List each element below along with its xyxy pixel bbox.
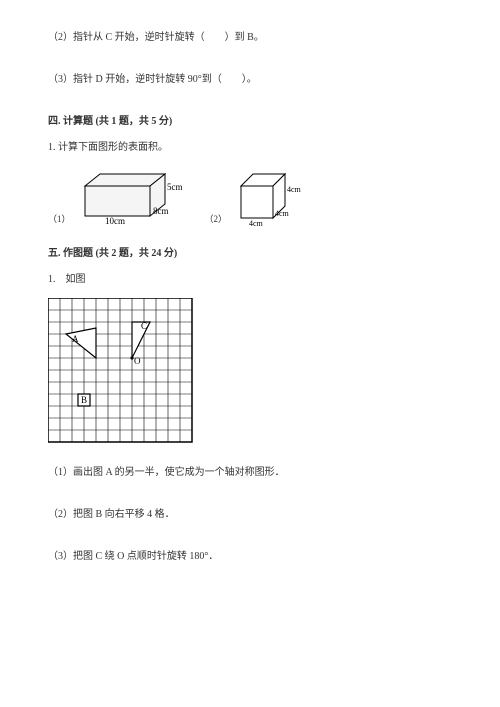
svg-text:A: A bbox=[72, 334, 79, 344]
question-2: （2）指针从 C 开始，逆时针旋转（ ）到 B。 bbox=[48, 30, 452, 46]
svg-text:8cm: 8cm bbox=[153, 206, 169, 216]
section-4-title: 四. 计算题 (共 1 题，共 5 分) bbox=[48, 114, 452, 130]
svg-text:4cm: 4cm bbox=[275, 209, 290, 218]
grid-figure: A B C O bbox=[48, 298, 193, 443]
figures-row: （1） 5cm 8cm 10cm （2） 4cm bbox=[48, 166, 452, 226]
svg-text:B: B bbox=[81, 395, 87, 405]
svg-text:O: O bbox=[134, 356, 141, 366]
cube-icon: 4cm 4cm 4cm bbox=[231, 166, 303, 226]
sub-q1: （1）画出图 A 的另一半，使它成为一个轴对称图形． bbox=[48, 465, 452, 481]
page: （2）指针从 C 开始，逆时针旋转（ ）到 B。 （3）指针 D 开始，逆时针旋… bbox=[0, 0, 500, 707]
section-5-title: 五. 作图题 (共 2 题，共 24 分) bbox=[48, 246, 452, 262]
sub-q3: （3）把图 C 绕 O 点顺时针旋转 180°． bbox=[48, 549, 452, 565]
question-3: （3）指针 D 开始，逆时针旋转 90°到（ ）。 bbox=[48, 72, 452, 88]
cube-wrap: （2） 4cm 4cm 4cm bbox=[205, 166, 304, 226]
cube-label: （2） bbox=[205, 212, 228, 226]
cuboid-icon: 5cm 8cm 10cm bbox=[75, 166, 185, 226]
svg-text:C: C bbox=[141, 321, 147, 331]
cuboid-wrap: （1） 5cm 8cm 10cm bbox=[48, 166, 185, 226]
sub-q2: （2）把图 B 向右平移 4 格． bbox=[48, 507, 452, 523]
cuboid-label: （1） bbox=[48, 212, 71, 226]
svg-text:5cm: 5cm bbox=[167, 182, 183, 192]
svg-text:4cm: 4cm bbox=[287, 185, 302, 194]
svg-text:10cm: 10cm bbox=[105, 216, 125, 226]
svg-text:4cm: 4cm bbox=[249, 219, 264, 226]
section-5-q1: 1. 如图 bbox=[48, 272, 452, 288]
section-4-q1: 1. 计算下面图形的表面积。 bbox=[48, 140, 452, 156]
